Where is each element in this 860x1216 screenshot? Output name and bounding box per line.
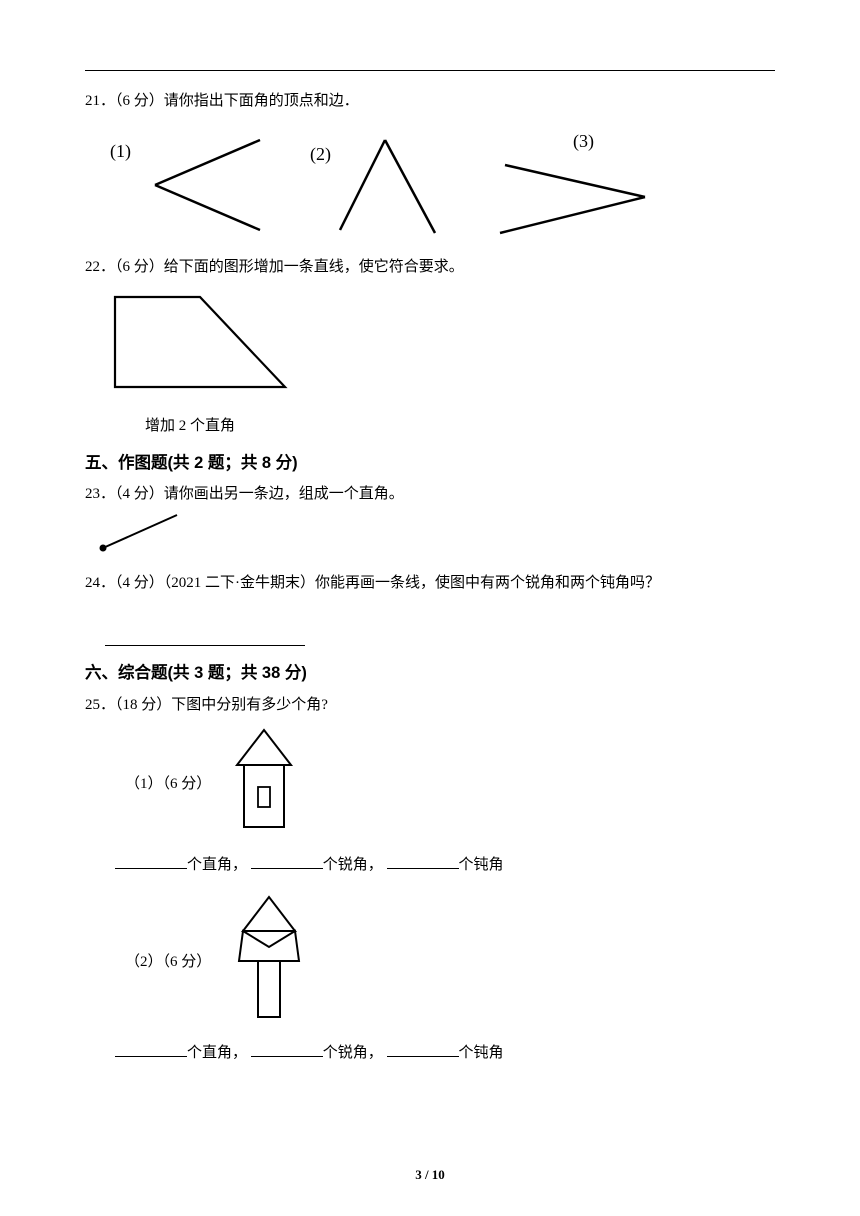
label-obtuse-angle-2: 个钝角	[459, 1045, 504, 1061]
q25-answer1: 个直角， 个锐角， 个钝角	[115, 853, 775, 877]
section-6-heading: 六、综合题(共 3 题；共 38 分)	[85, 660, 775, 686]
question-23: 23．（4 分）请你画出另一条边，组成一个直角。	[85, 482, 775, 563]
question-25: 25．（18 分）下图中分别有多少个角? （1）（6 分） 个直角， 个锐角， …	[85, 693, 775, 1065]
quadrilateral-svg	[105, 287, 305, 402]
blank-right-angle-1[interactable]	[115, 853, 187, 869]
q25-sub1-label: （1）（6 分）	[125, 772, 211, 796]
q25-sub2-label: （2）（6 分）	[125, 950, 211, 974]
blank-right-angle-2[interactable]	[115, 1041, 187, 1057]
page-top-rule	[85, 70, 775, 71]
ray-svg	[95, 510, 195, 555]
q23-text: 23．（4 分）请你画出另一条边，组成一个直角。	[85, 482, 775, 506]
question-22: 22．（6 分）给下面的图形增加一条直线，使它符合要求。 增加 2 个直角	[85, 255, 775, 438]
question-24: 24．（4 分）（2021 二下·金牛期末）你能再画一条线，使图中有两个锐角和两…	[85, 571, 775, 646]
question-21: 21．（6 分）请你指出下面角的顶点和边． (1) (2) (3)	[85, 89, 775, 245]
label-acute-angle-2: 个锐角，	[323, 1045, 383, 1061]
q23-figure	[95, 510, 775, 563]
label-right-angle-2: 个直角，	[187, 1045, 247, 1061]
q22-text: 22．（6 分）给下面的图形增加一条直线，使它符合要求。	[85, 255, 775, 279]
q25-sub2: （2）（6 分）	[125, 893, 775, 1031]
q24-blank-line	[105, 645, 305, 646]
house-svg	[229, 725, 299, 835]
q21-text: 21．（6 分）请你指出下面角的顶点和边．	[85, 89, 775, 113]
section-5-heading: 五、作图题(共 2 题；共 8 分)	[85, 450, 775, 476]
blank-obtuse-angle-1[interactable]	[387, 853, 459, 869]
q22-caption: 增加 2 个直角	[145, 414, 775, 438]
blank-acute-angle-2[interactable]	[251, 1041, 323, 1057]
q25-text: 25．（18 分）下图中分别有多少个角?	[85, 693, 775, 717]
q25-house-figure	[229, 725, 299, 843]
angle-label-3: (3)	[573, 131, 594, 152]
q24-text: 24．（4 分）（2021 二下·金牛期末）你能再画一条线，使图中有两个锐角和两…	[85, 571, 775, 595]
angle-label-2: (2)	[310, 144, 331, 165]
blank-acute-angle-1[interactable]	[251, 853, 323, 869]
label-acute-angle-1: 个锐角，	[323, 857, 383, 873]
label-right-angle-1: 个直角，	[187, 857, 247, 873]
q25-sub1: （1）（6 分）	[125, 725, 775, 843]
label-obtuse-angle-1: 个钝角	[459, 857, 504, 873]
q21-figures: (1) (2) (3)	[85, 125, 775, 245]
angle-label-1: (1)	[110, 141, 131, 162]
q25-answer2: 个直角， 个锐角， 个钝角	[115, 1041, 775, 1065]
blank-obtuse-angle-2[interactable]	[387, 1041, 459, 1057]
q25-arrow-figure	[229, 893, 309, 1031]
arrow-tree-svg	[229, 893, 309, 1023]
page-footer: 3 / 10	[0, 1165, 860, 1186]
q22-figure	[105, 287, 775, 410]
angles-svg: (1) (2) (3)	[85, 125, 735, 245]
